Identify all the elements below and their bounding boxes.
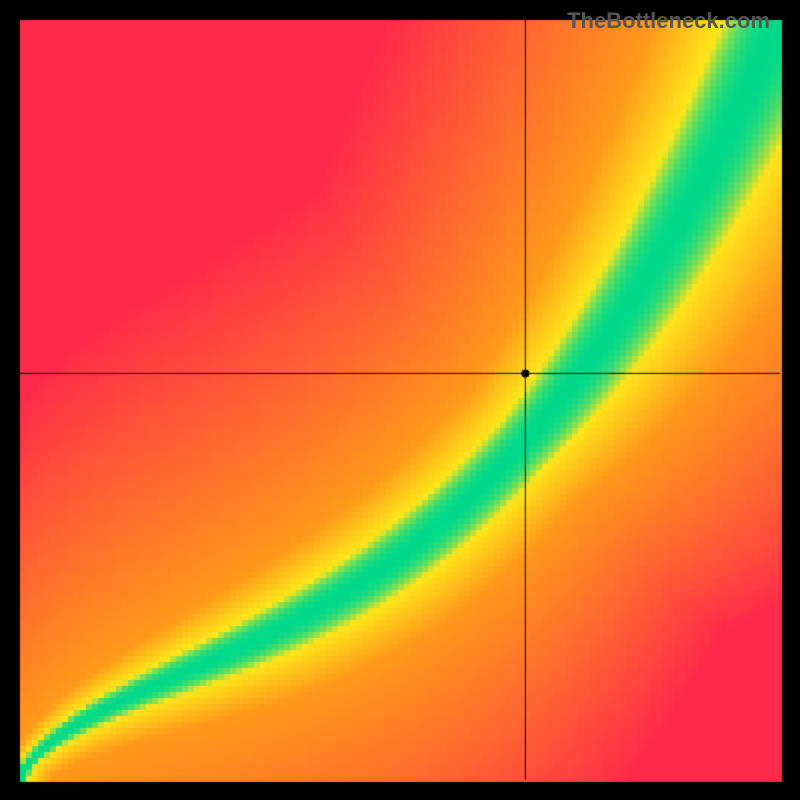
heatmap-canvas bbox=[0, 0, 800, 800]
bottleneck-heatmap: TheBottleneck.com bbox=[0, 0, 800, 800]
watermark-text: TheBottleneck.com bbox=[567, 8, 770, 34]
